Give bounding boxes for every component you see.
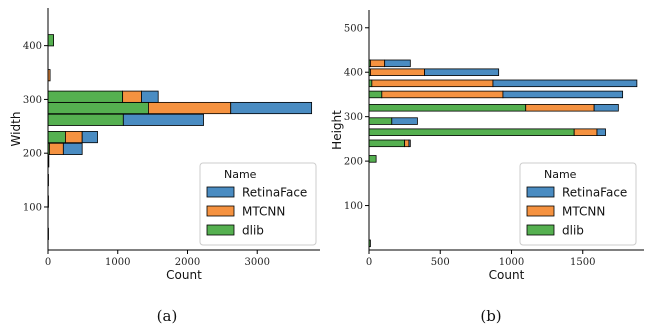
bar-dlib-265 xyxy=(368,128,575,136)
bars-a xyxy=(47,34,313,240)
bar-mtcnn-240 xyxy=(404,139,410,148)
caption-b: (b) xyxy=(480,307,501,325)
bar-dlib-262 xyxy=(47,113,124,126)
bar-dlib-284 xyxy=(47,101,149,115)
bar-retinaface-305 xyxy=(141,90,159,103)
caption-a: (a) xyxy=(157,307,178,325)
bar-mtcnn-350 xyxy=(381,90,504,99)
x-tick-label-b-0: 0 xyxy=(366,257,372,268)
bar-dlib-410 xyxy=(47,34,54,47)
legend-title-b: Name xyxy=(544,168,577,181)
x-tick-label-b-1500: 1500 xyxy=(570,257,595,268)
legend-swatch-retinaface-a xyxy=(206,186,235,198)
legend-label-dlib-a: dlib xyxy=(242,224,264,238)
bar-retinaface-290 xyxy=(391,117,418,125)
legend-label-dlib-b: dlib xyxy=(562,224,584,238)
legend-a: Name RetinaFace MTCNN dlib xyxy=(199,162,317,246)
y-tick-label-a-400: 400 xyxy=(23,41,42,52)
bar-retinaface-284 xyxy=(230,101,313,115)
chart-b: 0 500 1000 1500 100 200 300 400 500 Count Height Na… xyxy=(330,10,644,325)
legend-b: Name RetinaFace MTCNN dlib xyxy=(519,162,637,246)
bar-retinaface-400 xyxy=(424,68,500,76)
legend-title-a: Name xyxy=(224,168,257,181)
legend-swatch-dlib-a xyxy=(206,224,235,236)
chart-a: 0 1000 2000 3000 100 200 300 400 Count Width Name R… xyxy=(9,8,320,325)
y-tick-label-b-200: 200 xyxy=(344,157,363,168)
x-tick-label-b-500: 500 xyxy=(431,257,450,268)
legend-swatch-mtcnn-b xyxy=(526,205,555,217)
y-axis-label-a: Width xyxy=(9,112,23,147)
x-tick-label-a-1000: 1000 xyxy=(105,257,130,268)
bar-dlib-205 xyxy=(368,155,377,163)
y-tick-label-b-400: 400 xyxy=(344,68,363,79)
legend-box-a xyxy=(199,162,317,246)
bar-retinaface-375 xyxy=(492,79,638,88)
x-tick-label-a-3000: 3000 xyxy=(245,257,270,268)
y-tick-label-b-500: 500 xyxy=(344,23,363,34)
legend-label-retinaface-a: RetinaFace xyxy=(242,186,307,200)
bar-dlib-240 xyxy=(368,139,406,148)
legend-label-mtcnn-b: MTCNN xyxy=(562,205,605,219)
y-axis-label-b: Height xyxy=(330,110,344,150)
y-tick-label-b-300: 300 xyxy=(344,112,363,123)
bar-mtcnn-305 xyxy=(122,90,142,103)
bar-retinaface-350 xyxy=(502,90,624,99)
legend-label-mtcnn-a: MTCNN xyxy=(242,205,285,219)
bar-mtcnn-420 xyxy=(370,59,386,68)
bar-retinaface-420 xyxy=(384,59,411,68)
bar-dlib-230 xyxy=(47,131,66,144)
legend-box-b xyxy=(519,162,637,246)
bar-dlib-320 xyxy=(368,104,527,112)
bar-retinaface-262 xyxy=(122,113,204,126)
y-tick-label-b-100: 100 xyxy=(344,201,363,212)
y-tick-label-a-300: 300 xyxy=(23,95,42,106)
bar-retinaface-230 xyxy=(81,131,98,144)
bar-retinaface-320 xyxy=(593,104,619,112)
bar-mtcnn-284 xyxy=(148,101,232,115)
bar-dlib-305 xyxy=(47,90,124,103)
bar-dlib-350 xyxy=(368,90,383,99)
bar-mtcnn-375 xyxy=(371,79,494,88)
bar-mtcnn-265 xyxy=(573,128,598,136)
y-tick-label-a-200: 200 xyxy=(23,149,42,160)
legend-swatch-mtcnn-a xyxy=(206,205,235,217)
y-tick-label-a-100: 100 xyxy=(23,202,42,213)
x-axis-label-b: Count xyxy=(489,268,525,282)
bar-retinaface-208 xyxy=(62,142,83,155)
bar-mtcnn-400 xyxy=(370,68,425,76)
bar-retinaface-265 xyxy=(596,128,606,136)
bar-mtcnn-208 xyxy=(48,142,64,155)
legend-swatch-dlib-b xyxy=(526,224,555,236)
bar-dlib-290 xyxy=(368,117,393,125)
x-tick-label-a-0: 0 xyxy=(45,257,51,268)
bars-b xyxy=(368,59,638,248)
legend-label-retinaface-b: RetinaFace xyxy=(562,186,627,200)
x-tick-label-a-2000: 2000 xyxy=(175,257,200,268)
x-tick-label-b-1000: 1000 xyxy=(499,257,524,268)
bar-mtcnn-230 xyxy=(65,131,83,144)
bar-mtcnn-320 xyxy=(525,104,595,112)
bar-retinaface-240 xyxy=(408,139,411,148)
x-axis-label-a: Count xyxy=(166,268,202,282)
legend-swatch-retinaface-b xyxy=(526,186,555,198)
